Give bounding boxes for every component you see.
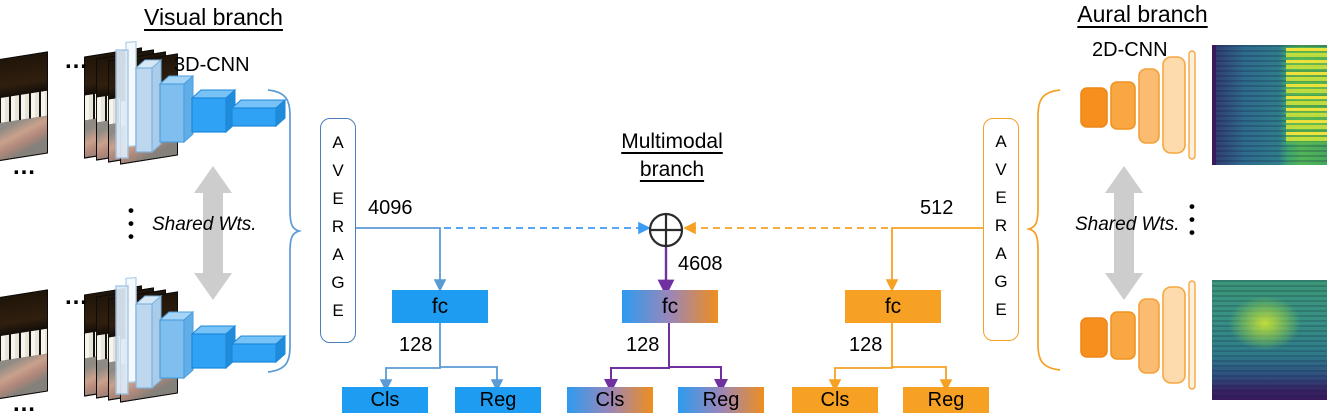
multimodal-title-line2: branch [639,157,705,181]
multimodal-fc-dim: 128 [626,334,660,356]
shared-weights-arrow-icon [1105,166,1143,300]
3d-cnn-label: 3D-CNN [174,54,250,76]
vertical-dots: ••• [128,201,134,246]
multimodal-title-line1: Multimodal [621,130,723,153]
aural-branch-title: Aural branch [1077,1,1208,27]
vertical-dots: ••• [1189,197,1195,242]
multimodal-cls-box: Cls [567,387,653,413]
frames-ellipsis: … [64,47,88,74]
visual-output-dim: 4096 [368,197,413,219]
visual-fc-box: fc [392,290,488,323]
spectrogram-image [1212,280,1327,400]
spectrogram-image [1212,45,1327,165]
aural-fc-dim: 128 [849,334,883,356]
frames-ellipsis: … [12,153,36,180]
2d-cnn-stack [1080,280,1196,390]
3d-cnn-stack [115,40,287,159]
frames-ellipsis: … [64,283,88,310]
sum-icon [648,212,684,248]
multimodal-reg-box: Reg [678,387,764,413]
aural-reg-box: Reg [903,387,989,413]
2d-cnn-stack [1080,50,1196,160]
aural-output-dim: 512 [920,197,954,219]
visual-average-label: AVERAGE [328,132,348,329]
frames-ellipsis: … [12,390,36,416]
multimodal-fc-to-cls-line [604,323,670,393]
3d-cnn-stack [115,276,287,395]
aural-average-box: AVERAGE [983,118,1019,341]
aural-shared-weights-label: Shared Wts. [1075,214,1180,235]
video-frame [0,289,48,401]
multimodal-branch-title: Multimodal branch [612,128,732,183]
visual-shared-weights-label: Shared Wts. [152,214,257,235]
aural-average-label: AVERAGE [991,131,1011,328]
visual-fc-to-reg-line [440,366,504,392]
multimodal-fc-box: fc [622,290,718,323]
aural-average-to-fc-line [885,227,983,292]
multimodal-fc-to-reg-line [669,366,728,393]
visual-reg-box: Reg [455,387,541,413]
aural-fc-to-reg-line [892,366,953,392]
curly-brace-icon [267,89,303,373]
aural-fc-to-cls-line [828,323,893,392]
visual-cls-box: Cls [342,387,428,413]
shared-weights-arrow-icon [194,166,232,300]
2d-cnn-label: 2D-CNN [1092,39,1168,61]
aural-fc-box: fc [845,290,941,323]
fused-dim: 4608 [678,253,723,275]
visual-fc-to-cls-line [379,323,441,392]
visual-average-to-fc-line [354,227,447,292]
visual-fc-dim: 128 [399,334,433,356]
video-frame [0,51,48,163]
curly-brace-icon [1025,89,1061,371]
aural-cls-box: Cls [792,387,878,413]
visual-average-box: AVERAGE [320,118,356,343]
visual-branch-title: Visual branch [144,4,283,30]
